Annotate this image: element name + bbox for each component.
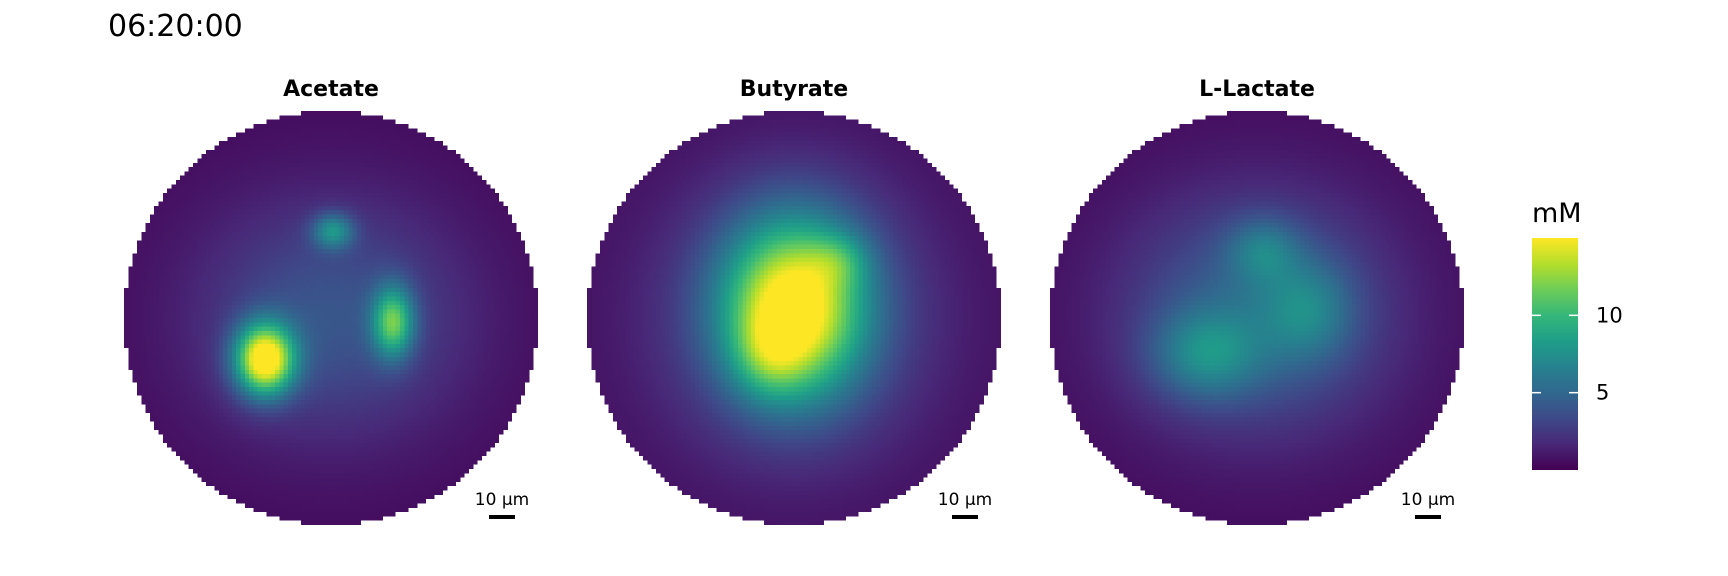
- colorbar-gradient: [1532, 238, 1578, 470]
- panels-group: Acetate 10 µm Butyrate 10 µm L-Lactate 10 µm: [124, 77, 1464, 525]
- panel-title: L-Lactate: [1199, 77, 1315, 102]
- timestamp-label: 06:20:00: [108, 9, 243, 44]
- heatmap-image: [1050, 111, 1464, 525]
- scale-bar-label: 10 µm: [1401, 490, 1455, 510]
- panel-acetate: Acetate 10 µm: [124, 77, 538, 525]
- scale-bar-label: 10 µm: [938, 490, 992, 510]
- heatmap-image: [124, 111, 538, 525]
- colorbar-legend: mM 5 10: [1532, 198, 1623, 470]
- panel-l-lactate: L-Lactate 10 µm: [1050, 77, 1464, 525]
- scale-bar-label: 10 µm: [475, 490, 529, 510]
- scale-bar: [952, 515, 978, 519]
- panel-butyrate: Butyrate 10 µm: [587, 77, 1001, 525]
- heatmap-image: [587, 111, 1001, 525]
- colorbar-tick-label: 5: [1596, 381, 1609, 405]
- colorbar-ticks: 5 10: [1532, 303, 1623, 405]
- panel-title: Butyrate: [740, 77, 848, 102]
- panel-title: Acetate: [283, 77, 379, 102]
- scale-bar: [1415, 515, 1441, 519]
- scale-bar: [489, 515, 515, 519]
- colorbar-tick-label: 10: [1596, 303, 1623, 327]
- colorbar-title: mM: [1532, 198, 1582, 229]
